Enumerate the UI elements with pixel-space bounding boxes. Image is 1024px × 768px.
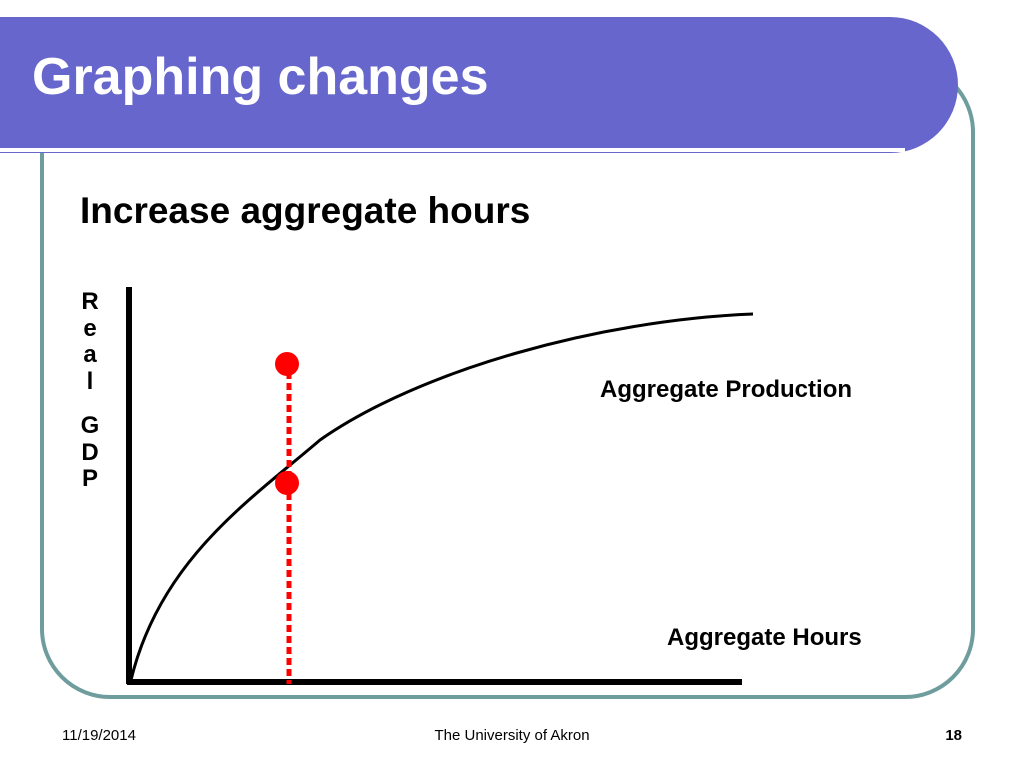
y-axis-letter: P [81, 465, 98, 492]
title-bar [0, 17, 958, 153]
page-number: 18 [945, 727, 962, 744]
slide-subtitle: Increase aggregate hours [80, 190, 531, 231]
footer-organization: The University of Akron [434, 727, 590, 744]
y-axis-letter: R [81, 288, 99, 315]
y-axis-letter: D [81, 438, 99, 466]
y-axis-label: R e a l G D P [70, 288, 110, 493]
y-axis-letter: e [83, 314, 97, 342]
y-axis-letter: G [80, 412, 100, 439]
y-axis-letter: l [86, 367, 94, 395]
original-output-point [275, 471, 299, 495]
footer-date: 11/19/2014 [62, 727, 136, 744]
title-underline [0, 148, 905, 152]
aggregate-production-curve [129, 312, 754, 681]
x-axis-label: Aggregate Hours [667, 624, 862, 651]
y-axis-letter: a [83, 341, 97, 368]
curve-label: Aggregate Production [600, 376, 853, 403]
new-output-point [275, 352, 299, 376]
slide-title: Graphing changes [32, 48, 489, 106]
slide-frame [40, 62, 975, 699]
